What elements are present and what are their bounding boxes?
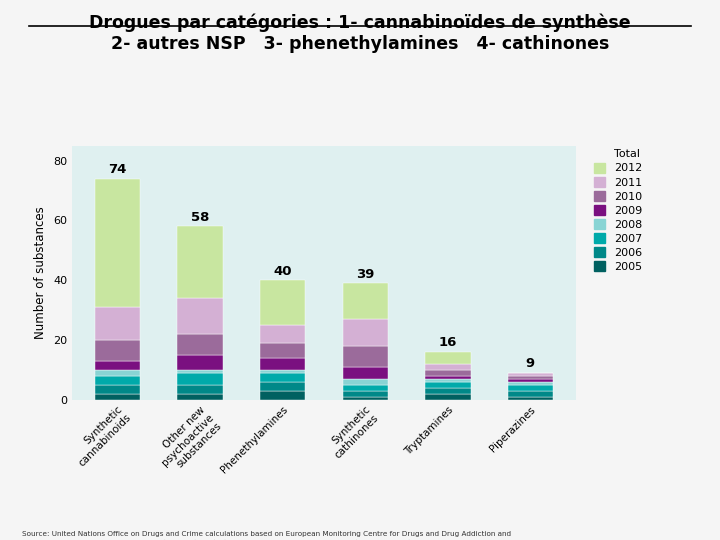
Bar <box>177 298 223 334</box>
Bar <box>508 382 553 384</box>
Bar <box>177 394 223 400</box>
Bar <box>260 373 305 382</box>
Bar <box>343 283 388 319</box>
Bar <box>95 384 140 394</box>
Bar <box>343 367 388 379</box>
Bar <box>508 376 553 379</box>
Bar <box>95 394 140 400</box>
Legend: Total, 2012, 2011, 2010, 2009, 2008, 2007, 2006, 2005: Total, 2012, 2011, 2010, 2009, 2008, 200… <box>592 146 644 274</box>
Text: 39: 39 <box>356 268 374 281</box>
Bar <box>508 379 553 382</box>
Bar <box>343 384 388 390</box>
Bar <box>95 307 140 340</box>
Bar <box>260 390 305 400</box>
Bar <box>343 319 388 346</box>
Bar <box>343 396 388 400</box>
Bar <box>508 396 553 400</box>
Bar <box>425 388 471 394</box>
Text: 74: 74 <box>109 163 127 176</box>
Text: 40: 40 <box>274 265 292 278</box>
Bar <box>177 334 223 355</box>
Bar <box>425 364 471 370</box>
Bar <box>508 373 553 376</box>
Bar <box>425 394 471 400</box>
Bar <box>425 370 471 376</box>
Bar <box>425 352 471 364</box>
Text: 16: 16 <box>438 336 457 349</box>
Bar <box>95 361 140 370</box>
Text: 58: 58 <box>191 211 210 224</box>
Bar <box>260 325 305 343</box>
Bar <box>95 179 140 307</box>
Bar <box>177 355 223 370</box>
Text: 2- autres NSP   3- phenethylamines   4- cathinones: 2- autres NSP 3- phenethylamines 4- cath… <box>111 35 609 53</box>
Bar <box>95 376 140 384</box>
Bar <box>343 379 388 384</box>
Bar <box>95 370 140 376</box>
Bar <box>177 373 223 384</box>
Bar <box>508 384 553 390</box>
Bar <box>177 370 223 373</box>
Bar <box>95 340 140 361</box>
Bar <box>508 390 553 396</box>
Bar <box>260 382 305 390</box>
Text: 9: 9 <box>526 357 535 370</box>
Bar <box>425 382 471 388</box>
Bar <box>260 343 305 358</box>
Bar <box>343 390 388 396</box>
Y-axis label: Number of substances: Number of substances <box>35 206 48 339</box>
Bar <box>260 358 305 370</box>
Bar <box>177 226 223 298</box>
Text: Source: United Nations Office on Drugs and Crime calculations based on European : Source: United Nations Office on Drugs a… <box>22 531 510 537</box>
Bar <box>425 379 471 382</box>
Bar <box>260 280 305 325</box>
Bar <box>425 376 471 379</box>
Bar <box>177 384 223 394</box>
Bar <box>343 346 388 367</box>
Bar <box>260 370 305 373</box>
Text: Drogues par catégories : 1- cannabinoïdes de synthèse: Drogues par catégories : 1- cannabinoïde… <box>89 14 631 32</box>
